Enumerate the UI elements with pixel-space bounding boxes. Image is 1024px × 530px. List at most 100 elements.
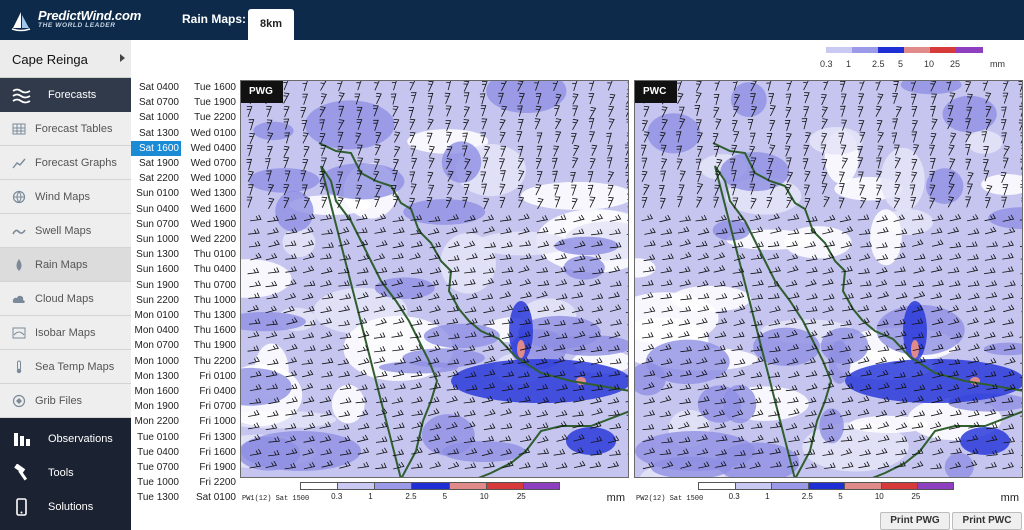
legend-swatch — [411, 482, 449, 490]
phone-icon — [16, 498, 27, 516]
sidebar-item-grib-files[interactable]: Grib Files — [0, 384, 131, 418]
time-option[interactable]: Mon 1600 — [134, 386, 179, 397]
time-option[interactable]: Sat 0100 — [195, 492, 236, 504]
sidebar-item-rain-maps[interactable]: Rain Maps — [0, 248, 131, 282]
predictwind-logo[interactable]: PredictWind.com THE WORLD LEADER — [8, 6, 141, 34]
sidebar-item-forecast-tables[interactable]: Forecast Tables — [0, 112, 131, 146]
time-option[interactable]: Sat 1300 — [138, 127, 179, 139]
time-option[interactable]: Thu 2200 — [193, 355, 236, 367]
time-option[interactable]: Fri 0400 — [199, 386, 236, 397]
time-option[interactable]: Thu 1900 — [193, 340, 236, 352]
time-option[interactable]: Wed 1900 — [190, 218, 236, 230]
sidebar-item-swell-maps[interactable]: Swell Maps — [0, 214, 131, 248]
sidebar-item-cloud-maps[interactable]: Cloud Maps — [0, 282, 131, 316]
time-option[interactable]: Wed 1300 — [190, 188, 236, 200]
legend-label: 25 — [911, 492, 921, 501]
time-option[interactable]: Mon 1300 — [134, 370, 179, 382]
sidebar-item-sea-temp-maps[interactable]: Sea Temp Maps — [0, 350, 131, 384]
time-option[interactable]: Mon 0700 — [134, 340, 179, 352]
sidebar-item-solutions[interactable]: Solutions — [0, 490, 131, 524]
time-option[interactable]: Sat 0700 — [138, 97, 179, 109]
time-option[interactable]: Mon 0100 — [134, 310, 179, 321]
time-option[interactable]: Tue 1600 — [194, 82, 236, 93]
legend-label: 10 — [479, 492, 489, 501]
time-option[interactable]: Tue 1000 — [137, 477, 179, 489]
sidebar-item-forecast-graphs[interactable]: Forecast Graphs — [0, 146, 131, 180]
sidebar-item-tools[interactable]: Tools — [0, 456, 131, 490]
rain-maps-label: Rain Maps: — [182, 12, 247, 26]
rain-legend: 0.3 1 2.5 5 10 25 mm — [800, 47, 1005, 71]
legend-label: 2.5 — [405, 492, 417, 501]
sidebar-item-wind-maps[interactable]: Wind Maps — [0, 180, 131, 214]
time-option[interactable]: Fri 1600 — [199, 446, 236, 458]
rain-map-canvas — [241, 81, 628, 477]
time-option[interactable]: Sun 0100 — [136, 188, 179, 200]
time-option[interactable]: Tue 0700 — [137, 462, 179, 473]
time-option[interactable]: Fri 1900 — [199, 462, 236, 473]
legend-swatch — [878, 47, 905, 53]
time-option[interactable]: Tue 1300 — [137, 492, 179, 504]
time-option[interactable]: Sat 1000 — [138, 112, 179, 124]
legend-swatch — [485, 482, 523, 490]
time-option[interactable]: Sun 1300 — [136, 249, 179, 261]
time-option[interactable]: Tue 1900 — [194, 97, 236, 109]
time-option[interactable]: Thu 1300 — [193, 310, 236, 321]
time-option[interactable]: Fri 0700 — [199, 401, 236, 413]
resolution-tab-8km[interactable]: 8km — [248, 9, 294, 40]
time-option[interactable]: Thu 0700 — [193, 279, 236, 291]
time-option[interactable]: Mon 1000 — [134, 355, 179, 367]
time-option[interactable]: Fri 1000 — [199, 416, 236, 428]
rain-map-pwg[interactable]: PWG — [240, 80, 629, 478]
time-option[interactable]: Fri 0100 — [199, 370, 236, 382]
time-option[interactable]: Mon 1900 — [134, 401, 179, 413]
time-option[interactable]: Thu 0400 — [193, 264, 236, 276]
time-option[interactable]: Wed 0100 — [190, 127, 236, 139]
legend-label: 10 — [924, 59, 935, 69]
time-option[interactable]: Tue 0400 — [137, 446, 179, 458]
time-option[interactable]: Sun 1900 — [136, 279, 179, 291]
time-option[interactable]: Fri 2200 — [199, 477, 236, 489]
time-option[interactable]: Wed 0400 — [190, 142, 236, 154]
sidebar-item-isobar-maps[interactable]: Isobar Maps — [0, 316, 131, 350]
time-option[interactable]: Tue 0100 — [137, 431, 179, 443]
time-option[interactable]: Sat 1600 — [131, 140, 181, 156]
time-option[interactable]: Sat 1900 — [138, 158, 179, 169]
legend-swatch — [698, 482, 735, 490]
map-footer-pwg: PW1(12) Sat 1500 0.3 1 2.5 5 10 25 mm — [240, 480, 629, 506]
time-option[interactable]: Sun 1000 — [136, 234, 179, 245]
time-option[interactable]: Sat 0400 — [138, 82, 179, 93]
time-option[interactable]: Mon 0400 — [134, 325, 179, 337]
time-option[interactable]: Thu 1000 — [193, 294, 236, 306]
time-option[interactable]: Wed 1600 — [190, 203, 236, 215]
forecast-time-list: Sat 0400 Tue 1600 Sat 0700 Tue 1900 Sat 1000… — [131, 80, 241, 506]
legend-swatch — [852, 47, 879, 53]
print-pwg-button[interactable]: Print PWG — [880, 512, 950, 530]
time-option[interactable]: Sat 2200 — [138, 173, 179, 185]
globe-icon — [12, 190, 26, 204]
location-selector[interactable]: Cape Reinga — [0, 40, 131, 78]
time-option[interactable]: Wed 2200 — [190, 234, 236, 245]
time-option[interactable]: Sun 0400 — [136, 203, 179, 215]
location-name: Cape Reinga — [12, 52, 88, 67]
time-option[interactable]: Sun 0700 — [136, 218, 179, 230]
time-option[interactable]: Sun 1600 — [136, 264, 179, 276]
brand-tagline: THE WORLD LEADER — [38, 22, 116, 29]
time-option[interactable]: Thu 0100 — [193, 249, 236, 261]
legend-swatch — [826, 47, 853, 53]
time-option[interactable]: Fri 1300 — [199, 431, 236, 443]
print-pwc-button[interactable]: Print PWC — [952, 512, 1022, 530]
legend-swatch — [917, 482, 954, 490]
legend-swatch — [771, 482, 808, 490]
chevron-right-icon — [120, 54, 125, 62]
legend-swatch — [337, 482, 375, 490]
time-option[interactable]: Tue 2200 — [194, 112, 236, 124]
time-option[interactable]: Sun 2200 — [136, 294, 179, 306]
rain-map-pwc[interactable]: PWC — [634, 80, 1023, 478]
sidebar-item-forecasts[interactable]: Forecasts — [0, 78, 131, 112]
time-option[interactable]: Wed 1000 — [190, 173, 236, 185]
sidebar-item-observations[interactable]: Observations — [0, 422, 131, 456]
time-option[interactable]: Thu 1600 — [193, 325, 236, 337]
time-option[interactable]: Wed 0700 — [190, 158, 236, 169]
legend-unit: mm — [606, 492, 625, 504]
time-option[interactable]: Mon 2200 — [134, 416, 179, 428]
